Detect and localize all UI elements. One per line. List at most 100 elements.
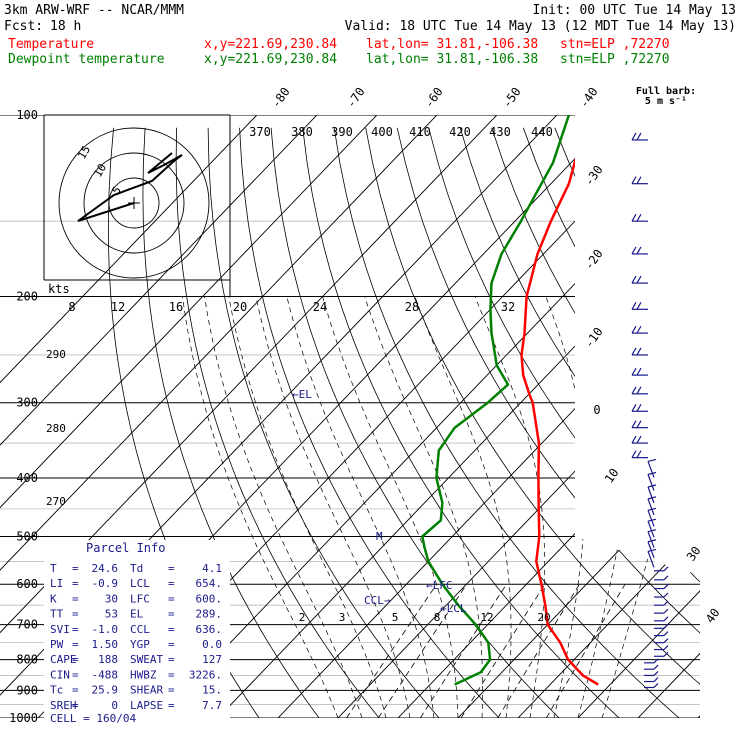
- parcel-info-cell: =: [72, 592, 79, 605]
- moist-adiabat-line: [322, 296, 459, 718]
- isotherm-label: -20: [582, 247, 606, 273]
- wind-barb: [631, 302, 637, 310]
- wind-barb: [663, 623, 669, 629]
- hodo-ring-label: 15: [75, 144, 93, 162]
- pressure-label: 1000: [9, 711, 38, 725]
- wind-barb: [636, 403, 642, 412]
- parcel-info-cell: 289.: [196, 608, 223, 621]
- legend-dew-label: Dewpoint temperature: [8, 52, 165, 67]
- mixing-ratio-line: [497, 583, 580, 718]
- fcst-value: 18 h: [50, 19, 81, 34]
- wind-barb: [647, 507, 657, 511]
- parcel-info-cell: =: [72, 623, 79, 636]
- barb-key-line2: 5 m s⁻¹: [645, 96, 687, 107]
- dry-adiabat-label: 270: [46, 495, 66, 508]
- parcel-info-cell: T: [50, 562, 57, 575]
- parcel-info-cell: =: [168, 638, 175, 651]
- moist-adiabat-line: [474, 296, 546, 718]
- wind-barb: [647, 510, 655, 527]
- isotherm-line: [0, 115, 404, 718]
- mixing-ratio-label: 8: [434, 611, 441, 624]
- dewpoint-profile: [421, 115, 571, 686]
- wind-barb: [636, 275, 642, 284]
- parcel-info-cell: 127: [202, 653, 222, 666]
- speed-label: 16: [169, 300, 183, 314]
- wind-barbs: [631, 132, 669, 689]
- mixing-ratio-line: [545, 583, 626, 718]
- dry-adiabat-line: [396, 127, 700, 718]
- wind-barb: [663, 645, 669, 650]
- wind-barb: [663, 592, 669, 598]
- parcel-info-cell: HWBZ: [130, 668, 157, 681]
- model-title: 3km ARW-WRF -- NCAR/MMM: [4, 3, 184, 18]
- parcel-info-cell: =: [72, 638, 79, 651]
- parcel-info-cell: 3226.: [189, 668, 222, 681]
- dry-adiabat-line: [333, 127, 695, 718]
- parcel-info-cell: EL: [130, 608, 144, 621]
- parcel-info-cell: =: [168, 623, 175, 636]
- dry-adiabat-line: [175, 127, 390, 718]
- wind-barb: [636, 246, 642, 255]
- isotherm-label: -30: [582, 163, 606, 189]
- dry-adiabat-line: [365, 127, 700, 718]
- wind-barb: [653, 658, 659, 664]
- wind-barb: [663, 575, 669, 581]
- parcel-info-cell: =: [168, 668, 175, 681]
- mixing-ratio-label: 3: [339, 611, 346, 624]
- theta-label: 420: [449, 125, 471, 139]
- parcel-info-cell: TT: [50, 608, 64, 621]
- hodo-ring-15: [58, 127, 210, 279]
- parcel-info-cell: =: [72, 699, 79, 712]
- isotherm-line: [0, 115, 284, 718]
- parcel-info-cell: Td: [130, 562, 143, 575]
- dry-adiabat-line: [554, 127, 700, 718]
- wind-barb: [663, 566, 669, 572]
- theta-label: 430: [489, 125, 511, 139]
- wind-barb: [631, 386, 637, 395]
- wind-barb: [647, 471, 657, 476]
- level-marker: ←EL: [292, 388, 312, 401]
- wind-barb: [663, 631, 669, 637]
- legend-dew-stn: stn=ELP ,72270: [560, 52, 670, 67]
- parcel-info-cell: LAPSE: [130, 699, 163, 712]
- dry-adiabat-line: [459, 127, 700, 718]
- parcel-info-background: [44, 540, 230, 730]
- wind-barb: [636, 302, 642, 310]
- wind-barb: [653, 677, 659, 682]
- moist-adiabat-line: [414, 296, 512, 718]
- wind-barb: [631, 246, 637, 255]
- wind-barb: [631, 176, 637, 185]
- hodo-ring-10: [83, 152, 185, 254]
- isotherm-label: 40: [703, 606, 723, 626]
- mixing-ratio-label: 2: [299, 611, 306, 624]
- wind-barb: [663, 638, 669, 644]
- parcel-info-cell: -0.9: [92, 577, 119, 590]
- parcel-info-cell: =: [72, 684, 79, 697]
- wind-barb: [631, 367, 637, 376]
- speed-label: 28: [405, 300, 419, 314]
- theta-label: 370: [249, 125, 271, 139]
- speed-label: 8: [68, 300, 75, 314]
- dry-adiabat-line: [680, 127, 700, 718]
- theta-label: 400: [371, 125, 393, 139]
- wind-barb: [636, 347, 642, 356]
- wind-barb: [636, 420, 642, 428]
- dry-adiabat-line: [712, 128, 740, 731]
- parcel-info-cell: SREH: [50, 699, 77, 712]
- parcel-info-box: Parcel Info CELL = 160/04 T = 24.6 Td = 4.1 LI…: [44, 540, 230, 730]
- speed-label: 12: [111, 300, 125, 314]
- dry-adiabat-line: [491, 127, 700, 718]
- isotherm-label: 0: [593, 403, 600, 417]
- legend-temp-label: Temperature: [8, 37, 94, 52]
- dry-adiabat-line: [648, 127, 700, 718]
- parcel-info-cell: 24.6: [92, 562, 119, 575]
- isotherm-label: 10: [602, 466, 622, 486]
- pressure-label: 700: [16, 618, 38, 632]
- wind-barb: [636, 132, 642, 141]
- parcel-info-cell: PW: [50, 638, 64, 651]
- legend-dew-latlon: lat,lon= 31.81,-106.38: [366, 52, 538, 67]
- legend-temp-coords: x,y=221.69,230.84: [204, 37, 337, 52]
- wind-barb: [631, 420, 637, 428]
- wind-barb: [636, 435, 642, 444]
